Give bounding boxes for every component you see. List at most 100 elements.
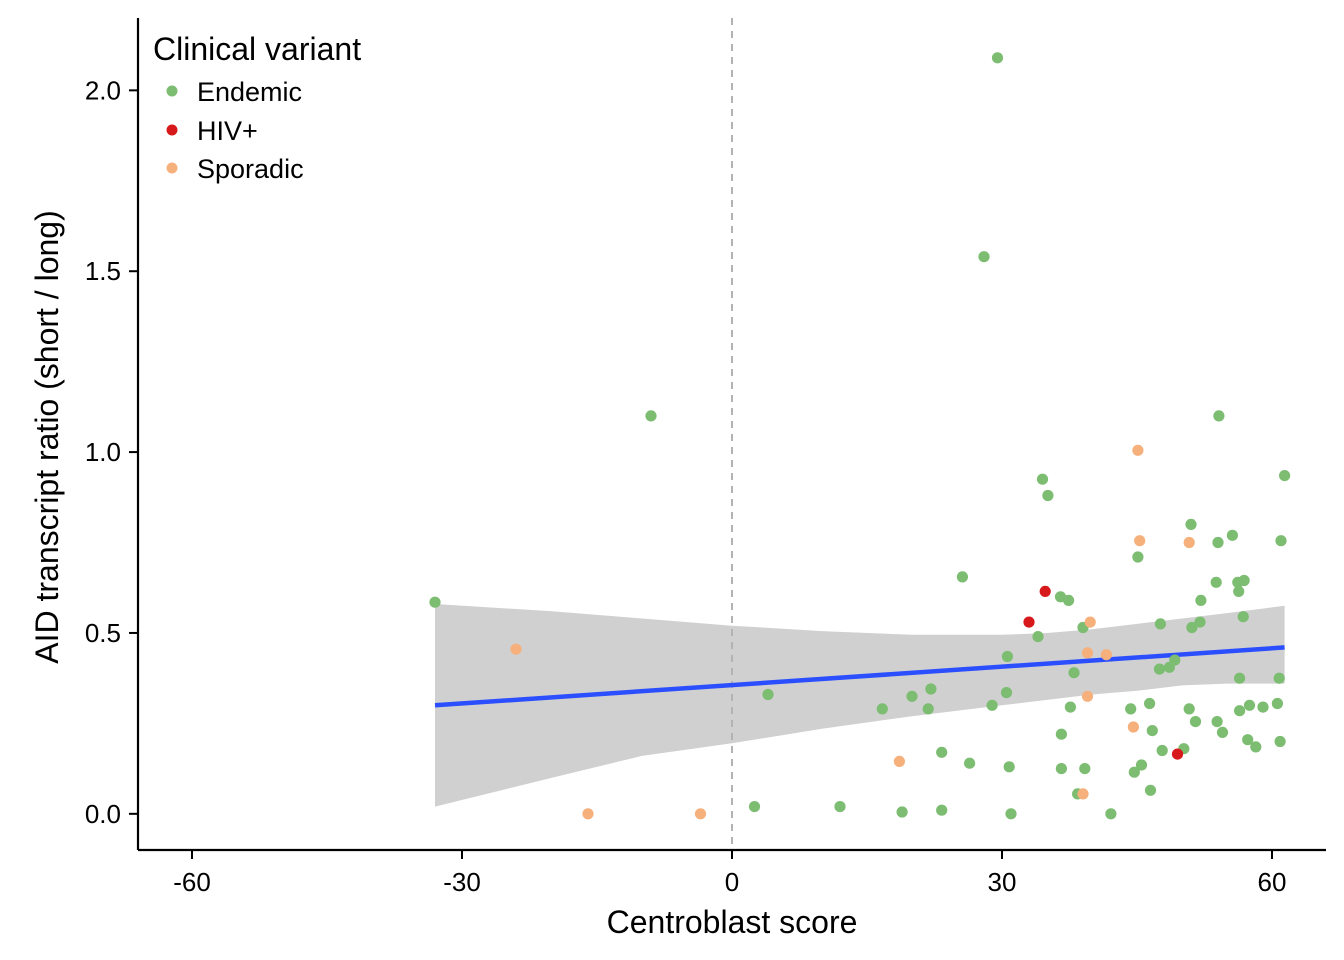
data-point-endemic: [1234, 705, 1246, 717]
x-tick-label: 0: [725, 867, 739, 897]
data-point-endemic: [1243, 699, 1256, 711]
data-point-endemic: [1216, 726, 1229, 739]
data-point-endemic: [1234, 672, 1246, 684]
x-tick-label: -30: [443, 867, 481, 897]
x-tick-label: -60: [173, 867, 211, 897]
data-point-endemic: [1001, 650, 1014, 663]
data-point-sporadic: [1132, 444, 1144, 456]
data-point-hiv: [1039, 585, 1051, 598]
data-point-endemic: [1238, 574, 1250, 587]
data-point-endemic: [1005, 808, 1017, 820]
data-point-endemic: [1042, 489, 1054, 502]
data-point-endemic: [1055, 728, 1067, 740]
data-point-endemic: [645, 410, 657, 422]
data-point-endemic: [1210, 576, 1222, 588]
data-point-sporadic: [1084, 616, 1096, 628]
y-tick-label: 0.0: [85, 799, 121, 829]
legend: Clinical variant Endemic HIV+ Sporadic: [153, 31, 361, 184]
data-point-endemic: [1226, 529, 1238, 541]
data-point-sporadic: [582, 808, 594, 820]
x-tick-label: 30: [988, 867, 1017, 897]
x-axis-title: Centroblast score: [607, 904, 858, 940]
data-point-endemic: [978, 251, 990, 263]
data-point-endemic: [1271, 697, 1283, 710]
y-tick-label: 2.0: [85, 75, 121, 105]
data-point-endemic: [1275, 535, 1287, 547]
data-point-endemic: [1153, 663, 1166, 675]
data-point-endemic: [896, 806, 908, 818]
y-ticks-layer: 0.0 0.5 1.0 1.5 2.0: [85, 75, 138, 829]
data-point-endemic: [1079, 763, 1091, 775]
data-point-endemic: [1195, 594, 1207, 607]
legend-label-hiv: HIV+: [197, 116, 258, 146]
data-point-endemic: [1189, 716, 1202, 728]
data-point-endemic: [1000, 687, 1013, 699]
data-point-sporadic: [510, 643, 522, 655]
data-point-endemic: [1132, 551, 1144, 563]
data-point-endemic: [1146, 725, 1158, 737]
data-point-endemic: [1032, 631, 1044, 643]
data-point-endemic: [1063, 594, 1075, 607]
legend-label-sporadic: Sporadic: [197, 154, 304, 184]
data-point-endemic: [1237, 611, 1249, 623]
data-point-endemic: [1250, 741, 1262, 753]
data-points-layer: [429, 52, 1291, 820]
data-point-endemic: [925, 683, 937, 695]
data-point-endemic: [956, 571, 969, 583]
x-tick-label: 60: [1258, 867, 1287, 897]
y-tick-label: 0.5: [85, 618, 121, 648]
data-point-endemic: [1185, 518, 1197, 531]
data-point-endemic: [1154, 618, 1166, 630]
data-point-endemic: [876, 703, 888, 715]
legend-marker-sporadic: [166, 162, 178, 174]
data-point-endemic: [991, 52, 1004, 64]
data-point-endemic: [1156, 744, 1168, 757]
data-point-sporadic: [1081, 690, 1094, 702]
data-point-endemic: [986, 699, 998, 711]
data-point-endemic: [1257, 701, 1269, 713]
data-point-endemic: [1279, 470, 1291, 482]
y-tick-label: 1.5: [85, 256, 121, 286]
data-point-sporadic: [1077, 788, 1089, 800]
trend-line-layer: [434, 645, 1285, 708]
data-point-endemic: [834, 801, 846, 813]
trend-line: [434, 645, 1285, 708]
data-point-sporadic: [1100, 649, 1112, 661]
data-point-endemic: [1212, 536, 1224, 549]
data-point-endemic: [1194, 616, 1206, 628]
data-point-sporadic: [893, 755, 906, 768]
data-point-endemic: [1169, 654, 1181, 666]
confidence-band: [435, 604, 1285, 807]
data-point-endemic: [1273, 672, 1285, 684]
data-point-endemic: [936, 746, 948, 758]
data-point-endemic: [936, 804, 948, 816]
data-point-endemic: [1125, 703, 1137, 715]
data-point-endemic: [1183, 703, 1195, 715]
data-point-endemic: [1128, 766, 1140, 778]
data-point-endemic: [1055, 763, 1067, 775]
data-point-endemic: [1105, 808, 1117, 820]
data-point-sporadic: [1183, 536, 1195, 549]
y-axis-title: AID transcript ratio (short / long): [29, 210, 65, 663]
legend-marker-endemic: [166, 85, 178, 97]
data-point-endemic: [964, 757, 976, 769]
data-point-endemic: [906, 690, 918, 702]
data-point-endemic: [922, 703, 934, 715]
data-point-endemic: [1068, 667, 1080, 679]
data-point-endemic: [1144, 697, 1156, 710]
x-ticks-layer: -60 -30 0 30 60: [173, 850, 1286, 897]
data-point-endemic: [429, 596, 441, 608]
data-point-hiv: [1023, 616, 1035, 628]
data-point-endemic: [762, 688, 774, 701]
data-point-endemic: [1036, 473, 1049, 485]
data-point-endemic: [1274, 735, 1286, 748]
data-point-endemic: [1186, 621, 1198, 634]
data-point-endemic: [1213, 410, 1225, 422]
data-point-endemic: [1003, 761, 1015, 773]
confidence-band-layer: [435, 604, 1285, 807]
data-point-endemic: [748, 801, 761, 813]
data-point-hiv: [1171, 748, 1184, 760]
data-point-endemic: [1211, 716, 1223, 728]
